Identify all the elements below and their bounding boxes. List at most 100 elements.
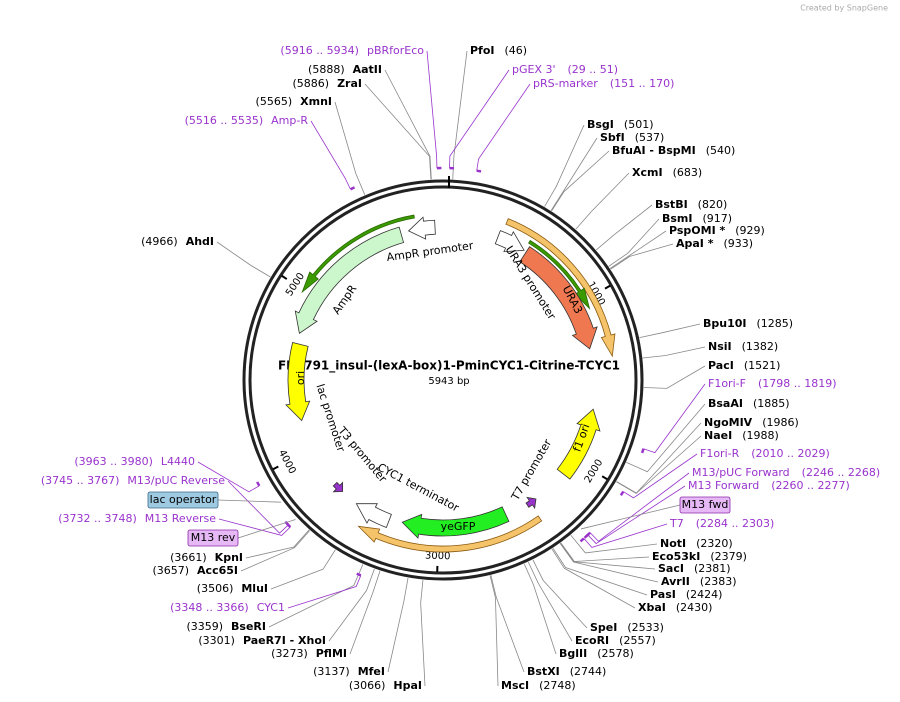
- primer-name: M13 Reverse: [145, 512, 216, 525]
- enzyme-label: (3657) Acc65I: [152, 564, 238, 577]
- primer-name: L4440: [161, 455, 195, 468]
- primer-name: pBRforEco: [367, 44, 424, 57]
- enzyme-label: (4966) AhdI: [141, 235, 214, 248]
- enzyme-name: PasI: [650, 588, 676, 601]
- leader-line: [245, 529, 310, 559]
- enzyme-site: (1988): [742, 429, 779, 442]
- enzyme-name: Acc65I: [197, 564, 238, 577]
- enzyme-label: (3137) MfeI: [313, 665, 385, 678]
- leader-line: [237, 519, 296, 539]
- primer-label: pRS-marker (151 .. 170): [533, 77, 674, 90]
- feature-arc: [301, 214, 415, 294]
- enzyme-label: NaeI (1988): [704, 429, 779, 442]
- enzyme-label: AvrII (2383): [661, 575, 736, 588]
- enzyme-name: MscI: [501, 679, 529, 692]
- leader-line: [268, 564, 364, 628]
- ring-tick: [272, 465, 279, 471]
- enzyme-label: PfoI (46): [470, 44, 527, 57]
- enzyme-site: (1285): [757, 317, 794, 330]
- enzyme-name: NaeI: [704, 429, 732, 442]
- primer-range: (2010 .. 2029): [751, 447, 830, 460]
- enzyme-label: BsgI (501): [587, 118, 654, 131]
- primer-name: F1ori-F: [708, 377, 746, 390]
- enzyme-label: SpeI (2533): [590, 621, 664, 634]
- enzyme-site: (2383): [700, 575, 737, 588]
- primer-range: (2260 .. 2277): [771, 479, 850, 492]
- enzyme-site: (933): [724, 237, 754, 250]
- leader-line: [532, 559, 588, 629]
- enzyme-label: ApaI * (933): [676, 237, 753, 250]
- enzyme-site: (2430): [676, 601, 713, 614]
- primer-name: pGEX 3': [512, 63, 556, 76]
- enzyme-site: (3661): [170, 551, 207, 564]
- leader-line: [384, 69, 432, 180]
- leader-line: [287, 575, 362, 609]
- leader-line: [476, 83, 531, 171]
- enzyme-name: Eco53kI: [652, 550, 700, 563]
- leader-line: [349, 570, 381, 655]
- enzyme-site: (3137): [313, 665, 350, 678]
- backbone-outer: [242, 179, 644, 581]
- primer-range: (5516 .. 5535): [185, 114, 264, 127]
- ring-tick: [604, 284, 611, 290]
- enzyme-site: (5565): [256, 95, 293, 108]
- enzyme-site: (537): [635, 131, 665, 144]
- leader-line: [623, 453, 698, 499]
- enzyme-name: NgoMIV: [704, 416, 753, 429]
- enzyme-site: (683): [673, 166, 703, 179]
- enzyme-name: AvrII: [661, 575, 690, 588]
- enzyme-name: PacI: [708, 359, 734, 372]
- tag-label: M13 rev: [191, 531, 236, 544]
- primer-label: F1ori-R (2010 .. 2029): [700, 447, 830, 460]
- leader-line: [227, 480, 289, 534]
- leader-line: [310, 120, 351, 190]
- enzyme-label: MscI (2748): [501, 679, 576, 692]
- plasmid-name: FRP791_insul-(lexA-box)1-PminCYC1-Citrin…: [278, 359, 620, 374]
- primer-mark: [619, 490, 625, 496]
- ring-tick: [281, 274, 288, 280]
- enzyme-label: NgoMIV (1986): [704, 416, 799, 429]
- leader-line: [643, 365, 706, 389]
- leader-line: [334, 101, 366, 195]
- leader-line: [642, 346, 706, 359]
- primer-range: (1798 .. 1819): [758, 377, 837, 390]
- enzyme-site: (3506): [197, 582, 234, 595]
- primer-range: (2246 .. 2268): [802, 466, 881, 479]
- enzyme-site: (2424): [686, 588, 723, 601]
- enzyme-name: BfuAI - BspMI: [612, 144, 696, 157]
- feature-label: yeGFP: [441, 520, 476, 533]
- enzyme-label: XcmI (683): [632, 166, 702, 179]
- primer-range: (3732 .. 3748): [58, 512, 137, 525]
- credit: Created by SnapGene: [800, 4, 888, 13]
- ring-tick-label: 3000: [425, 551, 451, 563]
- enzyme-name: NotI: [660, 537, 686, 550]
- enzyme-name: BstXI: [527, 665, 560, 678]
- leader-line: [608, 218, 660, 267]
- primer-mark: [256, 481, 261, 487]
- leader-line: [587, 485, 686, 545]
- primer-label: (3963 .. 3980) L4440: [74, 455, 195, 468]
- enzyme-site: (3359): [186, 620, 223, 633]
- enzyme-label: BstXI (2744): [527, 665, 606, 678]
- enzyme-site: (3301): [198, 634, 235, 647]
- feature-label: ori: [294, 371, 307, 385]
- leader-line: [589, 472, 690, 542]
- feature-arc: [505, 218, 616, 358]
- enzyme-name: MluI: [241, 582, 268, 595]
- primer-mark: [476, 169, 482, 173]
- enzyme-name: BsmI: [662, 212, 693, 225]
- enzyme-label: EcoRI (2557): [575, 634, 656, 647]
- feature-arrow: [525, 496, 537, 510]
- leader-line: [217, 499, 281, 503]
- enzyme-name: BseRI: [231, 620, 266, 633]
- feature-arrow: [332, 481, 344, 493]
- primer-label: pGEX 3' (29 .. 51): [512, 63, 618, 76]
- primer-mark: [349, 186, 356, 191]
- leader-line: [387, 577, 409, 673]
- enzyme-label: PacI (1521): [708, 359, 780, 372]
- enzyme-site: (5886): [293, 77, 330, 90]
- leader-line: [626, 403, 706, 473]
- tag-box: [187, 529, 239, 547]
- tag-box: [147, 491, 219, 509]
